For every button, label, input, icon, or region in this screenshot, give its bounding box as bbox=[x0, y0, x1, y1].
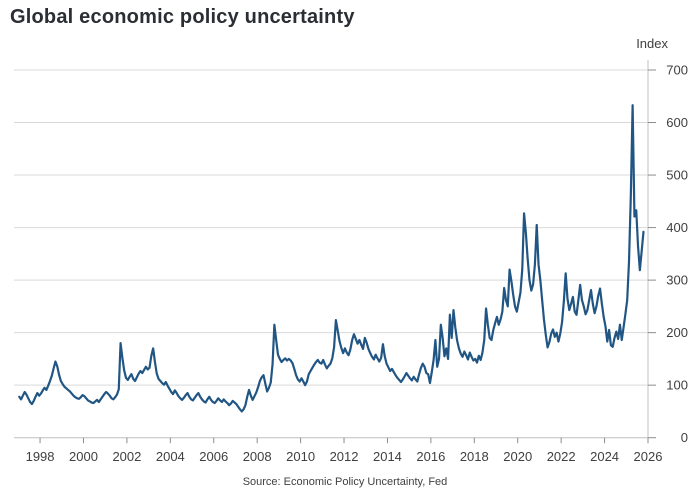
x-tick-label: 2024 bbox=[590, 449, 619, 464]
y-tick-label: 400 bbox=[666, 220, 688, 235]
x-tick-label: 2020 bbox=[503, 449, 532, 464]
x-tick-label: 2006 bbox=[199, 449, 228, 464]
y-tick-label: 0 bbox=[681, 430, 688, 445]
x-tick-label: 2014 bbox=[373, 449, 402, 464]
x-tick-label: 2012 bbox=[330, 449, 359, 464]
y-tick-label: 700 bbox=[666, 63, 688, 78]
y-tick-label: 100 bbox=[666, 378, 688, 393]
y-tick-label: 200 bbox=[666, 325, 688, 340]
y-tick-label: 600 bbox=[666, 115, 688, 130]
y-tick-label: 300 bbox=[666, 273, 688, 288]
series-line bbox=[18, 104, 645, 413]
x-tick-label: 2026 bbox=[634, 449, 663, 464]
x-tick-label: 2018 bbox=[460, 449, 489, 464]
x-tick-label: 1998 bbox=[26, 449, 55, 464]
source-note: Source: Economic Policy Uncertainty, Fed bbox=[242, 476, 448, 488]
x-tick-label: 2000 bbox=[69, 449, 98, 464]
chart-title: Global economic policy uncertainty bbox=[10, 6, 355, 28]
y-axis-unit-label: Index bbox=[636, 36, 668, 51]
x-tick-label: 2008 bbox=[243, 449, 272, 464]
x-tick-label: 2022 bbox=[547, 449, 576, 464]
x-tick-label: 2016 bbox=[416, 449, 445, 464]
x-tick-label: 2004 bbox=[156, 449, 185, 464]
y-tick-label: 500 bbox=[666, 168, 688, 183]
x-tick-label: 2002 bbox=[112, 449, 141, 464]
x-tick-label: 2010 bbox=[286, 449, 315, 464]
